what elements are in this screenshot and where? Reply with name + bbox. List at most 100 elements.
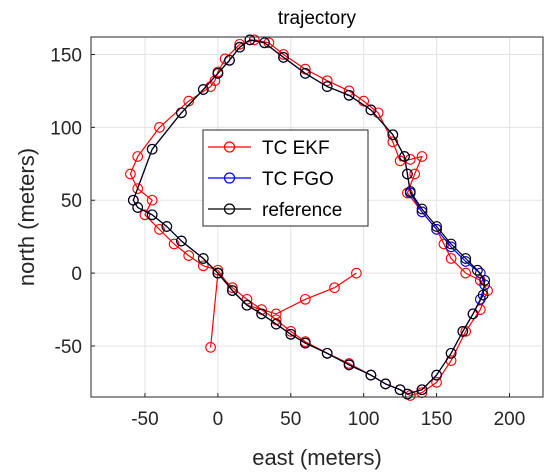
legend-entry-tc-ekf: TC EKF <box>208 138 330 159</box>
data-point-reference <box>431 221 442 232</box>
data-point-reference <box>285 328 297 340</box>
data-point-reference <box>457 326 469 337</box>
series-line-reference <box>132 39 486 395</box>
data-point-tc-ekf <box>329 282 340 294</box>
data-point-tc-ekf <box>132 183 144 194</box>
data-point-tc-ekf <box>241 293 253 305</box>
data-point-reference <box>467 308 479 320</box>
x-tick-label: 200 <box>494 409 526 430</box>
data-point-reference <box>416 203 428 215</box>
data-point-reference <box>460 253 472 264</box>
data-point-reference <box>244 34 256 46</box>
data-point-tc-ekf <box>154 224 165 235</box>
x-axis-label: east (meters) <box>252 445 382 470</box>
data-point-reference <box>278 52 289 63</box>
data-point-tc-ekf <box>132 151 144 162</box>
chart-title: trajectory <box>278 8 357 29</box>
data-point-reference <box>212 68 224 79</box>
data-point-tc-ekf <box>445 253 457 264</box>
legend-label-reference: reference <box>262 200 342 221</box>
data-point-reference <box>431 369 442 381</box>
data-point-reference <box>343 89 355 101</box>
data-point-tc-ekf <box>125 168 136 180</box>
data-point-reference <box>176 107 187 119</box>
x-tick-label: 0 <box>213 409 224 430</box>
data-point-reference <box>472 264 483 276</box>
data-point-reference <box>132 202 144 213</box>
data-point-reference <box>212 267 224 279</box>
data-point-reference <box>445 238 457 250</box>
plot-frame <box>90 36 544 398</box>
y-tick-label: 150 <box>50 45 82 66</box>
data-point-reference <box>241 299 253 311</box>
x-tick-label: 50 <box>280 409 301 430</box>
y-tick-label: 50 <box>61 191 82 212</box>
data-point-reference <box>299 337 311 349</box>
legend-entry-reference: reference <box>208 200 342 221</box>
data-point-tc-ekf <box>183 250 195 261</box>
data-point-reference <box>479 275 491 286</box>
data-point-reference <box>404 186 416 197</box>
data-point-tc-ekf <box>270 308 282 320</box>
data-point-tc-ekf <box>278 49 289 60</box>
data-point-reference <box>399 151 410 162</box>
data-point-tc-ekf <box>358 95 370 107</box>
data-point-reference <box>161 221 173 232</box>
data-point-reference <box>234 41 246 53</box>
data-point-reference <box>445 347 457 359</box>
data-point-reference <box>343 359 355 371</box>
series-layer <box>125 34 493 401</box>
data-point-tc-ekf <box>321 75 333 87</box>
data-point-reference <box>224 54 235 66</box>
data-point-tc-ekf <box>460 267 472 279</box>
data-point-reference <box>259 37 270 49</box>
legend: TC EKF TC FGO reference <box>202 129 369 227</box>
data-point-reference <box>402 388 413 400</box>
legend-marker-tc-fgo <box>223 172 236 184</box>
data-point-tc-fgo <box>445 241 457 253</box>
data-point-reference <box>380 378 391 390</box>
data-point-reference <box>416 384 428 396</box>
data-point-tc-ekf <box>416 151 428 162</box>
data-point-tc-ekf <box>146 194 158 206</box>
data-point-tc-fgo <box>431 224 442 235</box>
data-point-reference <box>197 84 209 95</box>
y-axis-label: north (meters) <box>14 148 39 286</box>
data-point-reference <box>146 143 158 155</box>
series-reference <box>127 34 491 400</box>
data-point-reference <box>365 369 377 381</box>
legend-marker-reference <box>223 203 236 215</box>
data-point-reference <box>477 289 489 301</box>
tick-layer: -50 0 50 100 150 200 -50 0 50 100 150 <box>50 45 525 430</box>
data-point-reference <box>176 235 187 247</box>
data-point-reference <box>387 129 399 141</box>
x-tick-label: 150 <box>421 409 453 430</box>
data-point-reference <box>197 253 209 264</box>
data-point-reference <box>270 318 282 330</box>
legend-label-tc-ekf: TC EKF <box>262 138 330 159</box>
data-point-tc-ekf <box>351 267 362 279</box>
legend-marker-tc-ekf <box>223 141 236 153</box>
data-point-reference <box>256 308 267 320</box>
legend-label-tc-fgo: TC FGO <box>262 169 334 190</box>
data-point-tc-ekf <box>387 136 399 148</box>
data-point-tc-ekf <box>431 377 442 388</box>
data-point-reference <box>402 168 413 180</box>
data-point-reference <box>146 209 158 221</box>
data-point-tc-ekf <box>139 209 151 221</box>
data-point-reference <box>321 347 333 359</box>
data-point-reference <box>227 285 238 296</box>
y-tick-label: -50 <box>55 337 82 358</box>
x-tick-label: 100 <box>348 409 380 430</box>
grid <box>91 37 543 397</box>
data-point-tc-ekf <box>212 264 224 276</box>
data-point-reference <box>321 81 333 92</box>
legend-entry-tc-fgo: TC FGO <box>208 169 334 190</box>
data-point-tc-ekf <box>409 168 421 180</box>
data-point-reference <box>299 68 311 79</box>
data-point-tc-fgo <box>416 206 428 218</box>
data-point-tc-fgo <box>460 256 472 267</box>
data-point-tc-ekf <box>299 293 311 305</box>
x-tick-label: -50 <box>131 409 158 430</box>
